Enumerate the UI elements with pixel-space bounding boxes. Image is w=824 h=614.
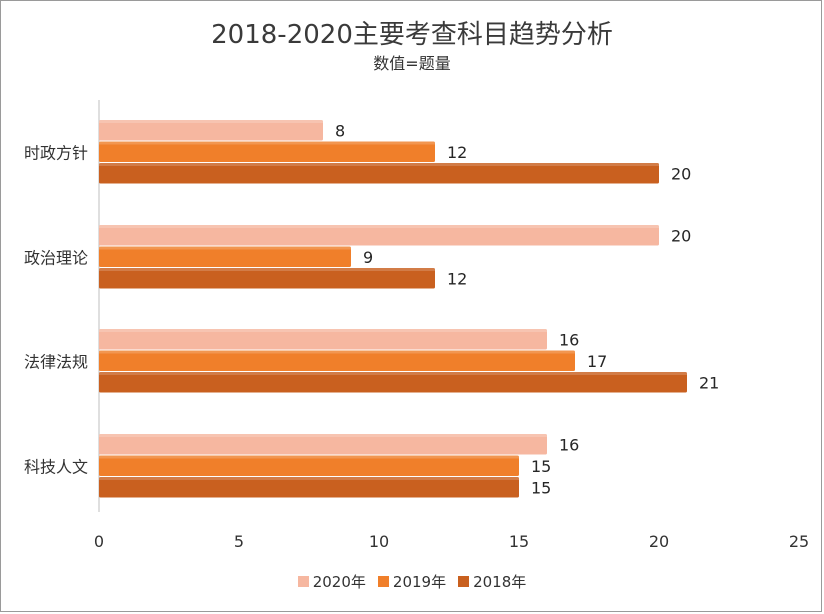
category-label: 政治理论 [24, 248, 88, 267]
data-label: 8 [335, 121, 345, 140]
legend-swatch [297, 576, 309, 587]
category-label: 法律法规 [24, 352, 88, 371]
x-tick-label: 5 [234, 532, 244, 551]
legend-label: 2018年 [473, 573, 527, 591]
data-label: 20 [671, 164, 691, 183]
data-label: 16 [559, 330, 579, 349]
chart-title: 2018-2020主要考查科目趋势分析 [211, 20, 613, 50]
bar-1-3 [99, 329, 547, 350]
bar-2-4 [99, 455, 519, 476]
legend-label: 2019年 [392, 573, 447, 591]
data-label: 12 [447, 269, 467, 288]
bar-highlight [99, 434, 547, 437]
legend-label: 2020年 [312, 573, 366, 591]
x-tick-label: 10 [369, 532, 389, 551]
bar-highlight [99, 141, 435, 145]
bar-1-2 [99, 225, 659, 246]
legend-swatch [377, 576, 389, 587]
bar-3-1 [99, 163, 659, 184]
bar-highlight [99, 477, 519, 480]
bar-1-4 [99, 434, 547, 455]
category-label: 时政方针 [24, 143, 88, 162]
bar-1-1 [99, 120, 323, 141]
bar-highlight [99, 372, 687, 375]
x-tick-label: 0 [94, 532, 104, 551]
legend-swatch [458, 576, 470, 587]
bar-highlight [99, 246, 351, 250]
data-label: 9 [363, 248, 373, 267]
data-label: 21 [699, 373, 719, 392]
data-label: 17 [587, 352, 607, 371]
legend-item: 2018年 [458, 571, 526, 592]
bar-3-4 [99, 477, 519, 498]
data-label: 15 [531, 457, 551, 476]
legend-item: 2020年 [297, 571, 366, 592]
data-label: 15 [531, 478, 551, 497]
bar-2-1 [99, 141, 435, 162]
bar-highlight [99, 268, 435, 271]
x-tick-label: 25 [789, 532, 809, 551]
bar-3-2 [99, 268, 435, 289]
bar-highlight [99, 120, 323, 123]
bar-2-3 [99, 350, 575, 371]
bar-highlight [99, 329, 547, 332]
bar-highlight [99, 455, 519, 459]
category-label: 科技人文 [24, 457, 88, 476]
chart-subtitle: 数值=题量 [373, 54, 451, 73]
legend-item: 2019年 [377, 571, 447, 592]
bar-2-2 [99, 246, 351, 267]
x-tick-label: 15 [509, 532, 529, 551]
bar-highlight [99, 163, 659, 166]
data-label: 12 [447, 143, 467, 162]
x-tick-label: 20 [649, 532, 669, 551]
data-label: 20 [671, 226, 691, 245]
data-label: 16 [559, 435, 579, 454]
bar-highlight [99, 225, 659, 228]
bar-highlight [99, 350, 575, 354]
bar-3-3 [99, 372, 687, 393]
chart-legend: 2020年 2019年 2018年 [0, 571, 824, 592]
